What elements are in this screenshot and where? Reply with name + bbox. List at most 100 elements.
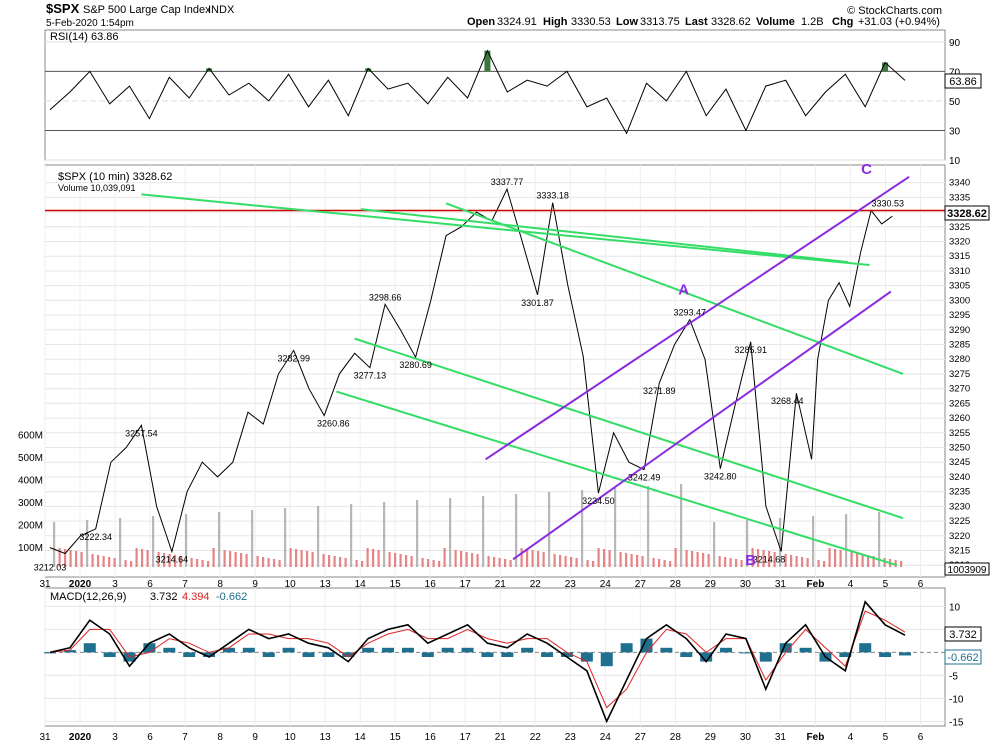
volume-bar bbox=[91, 554, 94, 567]
price-tick-label: 3300 bbox=[949, 295, 970, 306]
macd-hist-bar bbox=[779, 643, 792, 653]
price-tick-label: 3255 bbox=[949, 428, 970, 439]
price-tick-label: 3340 bbox=[949, 178, 970, 189]
macd-x-tick-label: 7 bbox=[182, 732, 188, 743]
price-annotation: 3277.13 bbox=[354, 371, 387, 381]
volume-bar bbox=[361, 561, 364, 567]
macd-hist-box bbox=[944, 649, 982, 665]
high-value: 3330.53 bbox=[571, 16, 611, 28]
volume-bar bbox=[746, 520, 749, 567]
price-tick-label: 3240 bbox=[949, 472, 970, 483]
volume-bar bbox=[427, 559, 430, 567]
volume-bar bbox=[724, 557, 727, 567]
volume-bar bbox=[806, 558, 809, 567]
volume-bar bbox=[586, 560, 589, 567]
macd-hist-bar bbox=[899, 652, 911, 656]
volume-value: 1.2B bbox=[801, 16, 824, 28]
volume-bar bbox=[339, 557, 342, 567]
volume-bar bbox=[223, 550, 226, 567]
volume-bar bbox=[575, 558, 578, 567]
price-x-tick-label: 9 bbox=[252, 579, 258, 590]
price-x-tick-label: 23 bbox=[565, 579, 577, 590]
price-tick-label: 3275 bbox=[949, 369, 970, 380]
price-tick-label: 3305 bbox=[949, 281, 970, 292]
price-x-tick-label: Feb bbox=[807, 579, 825, 590]
macd-x-tick-label: 10 bbox=[285, 732, 297, 743]
macd-hist-bar bbox=[580, 652, 593, 662]
price-annotation: 3260.86 bbox=[317, 419, 350, 429]
macd-hist-bar bbox=[401, 647, 414, 653]
volume-bar bbox=[185, 514, 188, 567]
macd-legend-value: 3.732 bbox=[150, 591, 178, 603]
price-x-tick-label: 2020 bbox=[69, 579, 92, 590]
volume-bar bbox=[229, 551, 232, 567]
volume-bar bbox=[614, 488, 617, 567]
rsi-grid bbox=[45, 41, 945, 161]
price-tick-label: 3215 bbox=[949, 546, 970, 557]
green-channel-line bbox=[141, 193, 870, 267]
purple-channel-line bbox=[485, 175, 910, 461]
volume-legend: Volume 10,039,091 bbox=[58, 183, 136, 193]
volume-bar bbox=[779, 518, 782, 567]
rsi-legend: RSI(14) 63.86 bbox=[50, 31, 118, 43]
volume-bar bbox=[372, 549, 375, 567]
trendlines bbox=[45, 175, 945, 567]
volume-bar bbox=[157, 552, 160, 567]
volume-bar bbox=[504, 559, 507, 567]
volume-bar bbox=[344, 558, 347, 567]
volume-bar bbox=[102, 556, 105, 567]
price-annotation: 3234.50 bbox=[582, 496, 615, 506]
price-annotation: 3282.99 bbox=[277, 353, 310, 363]
macd-hist-bar bbox=[183, 652, 196, 657]
price-x-axis: 31 2020 3 6 7 8 9 10 13 14 15 16 17 21 22 23 24 27 28 29 30 3… bbox=[39, 579, 923, 590]
volume-bar bbox=[680, 484, 683, 567]
macd-x-tick-label: 3 bbox=[112, 732, 118, 743]
macd-x-tick-label: 29 bbox=[705, 732, 717, 743]
macd-x-tick-label: 13 bbox=[320, 732, 332, 743]
volume-bar bbox=[839, 550, 842, 567]
price-annotation: 3242.49 bbox=[628, 473, 661, 483]
macd-axis: -15-10-50510 bbox=[949, 602, 964, 728]
chg-label: Chg bbox=[832, 16, 853, 28]
volume-bar bbox=[410, 556, 413, 567]
volume-bar bbox=[196, 559, 199, 567]
last-price-box bbox=[944, 205, 990, 221]
price-tick-label: 3325 bbox=[949, 222, 970, 233]
wave-label: C bbox=[861, 161, 872, 178]
macd-hist-bar bbox=[342, 652, 355, 657]
volume-bar bbox=[438, 561, 441, 567]
macd-x-tick-label: 17 bbox=[460, 732, 472, 743]
quote-bar: Open 3324.91 High 3330.53 Low 3313.75 La… bbox=[467, 16, 940, 28]
volume-bar bbox=[548, 492, 551, 567]
high-label: High bbox=[543, 16, 568, 28]
volume-tick-label: 400M bbox=[18, 476, 43, 487]
price-x-tick-label: 29 bbox=[705, 579, 717, 590]
price-panel: 3210321532203225323032353240324532503255… bbox=[18, 161, 990, 590]
rsi-current-value: 63.86 bbox=[949, 76, 977, 88]
low-label: Low bbox=[616, 16, 638, 28]
rsi-tick-label: 30 bbox=[949, 126, 961, 137]
volume-bar bbox=[795, 556, 798, 567]
macd-hist-bar bbox=[879, 652, 892, 657]
volume-bar bbox=[256, 556, 259, 567]
volume-bar bbox=[773, 552, 776, 567]
price-annotation: 3271.89 bbox=[643, 386, 676, 396]
price-tick-label: 3315 bbox=[949, 251, 970, 262]
green-channel-line bbox=[354, 337, 904, 520]
volume-bar bbox=[333, 556, 336, 567]
volume-bar bbox=[394, 553, 397, 567]
rsi-overbought-fill bbox=[365, 68, 372, 72]
macd-x-tick-label: 6 bbox=[918, 732, 924, 743]
volume-bar bbox=[597, 548, 600, 567]
macd-hist-bar bbox=[441, 647, 454, 653]
volume-bar bbox=[515, 494, 518, 567]
exchange-label: INDX bbox=[208, 4, 235, 16]
volume-bar bbox=[388, 552, 391, 567]
price-tick-label: 3310 bbox=[949, 266, 970, 277]
price-tick-label: 3285 bbox=[949, 340, 970, 351]
volume-bar bbox=[218, 512, 221, 567]
volume-bar bbox=[801, 557, 804, 567]
price-x-tick-label: 21 bbox=[495, 579, 507, 590]
macd-tick-label: -5 bbox=[949, 671, 958, 682]
rsi-line bbox=[49, 49, 906, 135]
